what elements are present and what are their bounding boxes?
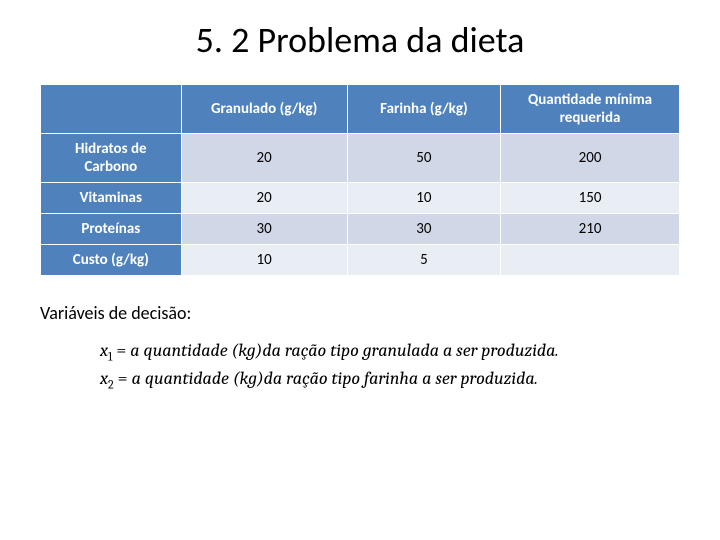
- table-row: Proteínas 30 30 210: [41, 214, 680, 245]
- table-corner: [41, 85, 182, 134]
- cell: 5: [347, 245, 500, 276]
- row-label: Vitaminas: [41, 183, 182, 214]
- cell: 10: [347, 183, 500, 214]
- var-rhs: a quantidade (kg)da ração tipo granulada…: [130, 340, 558, 361]
- row-label: Custo (g/kg): [41, 245, 182, 276]
- page-title: 5. 2 Problema da dieta: [40, 18, 680, 62]
- col-minimo: Quantidade mínima requerida: [501, 85, 680, 134]
- table-header-row: Granulado (g/kg) Farinha (g/kg) Quantida…: [41, 85, 680, 134]
- cell: 30: [181, 214, 347, 245]
- slide: 5. 2 Problema da dieta Granulado (g/kg) …: [0, 0, 720, 540]
- math-line: x1 = a quantidade (kg)da ração tipo gran…: [100, 340, 680, 364]
- cell: 30: [347, 214, 500, 245]
- cell: 10: [181, 245, 347, 276]
- row-label: Hidratos de Carbono: [41, 134, 182, 183]
- var-sub: 2: [108, 377, 114, 391]
- cell: 20: [181, 183, 347, 214]
- math-line: x2 = a quantidade (kg)da ração tipo fari…: [100, 368, 680, 392]
- cell: 20: [181, 134, 347, 183]
- cell: 210: [501, 214, 680, 245]
- table-row: Hidratos de Carbono 20 50 200: [41, 134, 680, 183]
- math-block: x1 = a quantidade (kg)da ração tipo gran…: [100, 340, 680, 391]
- cell: 150: [501, 183, 680, 214]
- col-farinha: Farinha (g/kg): [347, 85, 500, 134]
- table-row: Custo (g/kg) 10 5: [41, 245, 680, 276]
- table-row: Vitaminas 20 10 150: [41, 183, 680, 214]
- equals: =: [118, 368, 132, 389]
- var-name: x: [100, 368, 108, 389]
- diet-table: Granulado (g/kg) Farinha (g/kg) Quantida…: [40, 84, 680, 276]
- col-granulado: Granulado (g/kg): [181, 85, 347, 134]
- var-rhs: a quantidade (kg)da ração tipo farinha a…: [132, 368, 538, 389]
- row-label: Proteínas: [41, 214, 182, 245]
- decision-vars-label: Variáveis de decisão:: [40, 302, 680, 324]
- cell: 50: [347, 134, 500, 183]
- var-sub: 1: [108, 350, 112, 364]
- var-name: x: [100, 340, 108, 361]
- equals: =: [116, 340, 130, 361]
- cell: 200: [501, 134, 680, 183]
- cell: [501, 245, 680, 276]
